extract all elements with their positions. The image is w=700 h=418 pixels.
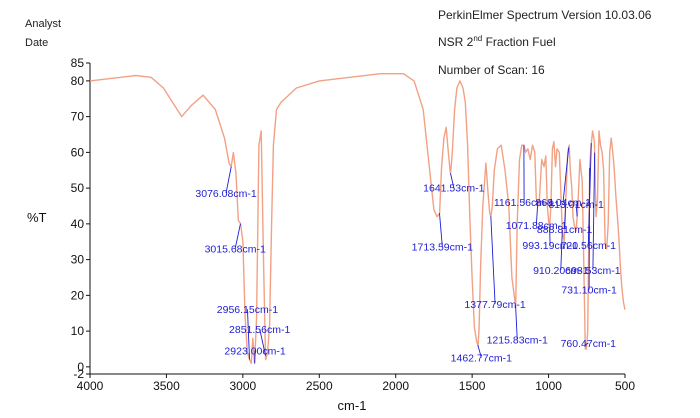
peak-label: 993.19cm-1 bbox=[522, 240, 578, 252]
peak-label: 760.47cm-1 bbox=[561, 338, 617, 350]
peak-label: 868.04cm-1 bbox=[535, 197, 591, 209]
peak-label: 698.53cm-1 bbox=[565, 265, 621, 277]
peak-leader-line bbox=[564, 205, 567, 229]
peak-label: 2956.15cm-1 bbox=[217, 304, 278, 316]
y-tick-label: 50 bbox=[71, 181, 85, 195]
peak-label: 3076.08cm-1 bbox=[195, 188, 256, 200]
peak-label: 1462.77cm-1 bbox=[451, 352, 512, 364]
y-tick-label: 70 bbox=[71, 110, 85, 124]
peak-label: 1215.83cm-1 bbox=[487, 335, 548, 347]
y-tick-label: 40 bbox=[71, 217, 85, 231]
x-tick-label: 3500 bbox=[153, 379, 180, 393]
sample-name: NSR 2nd Fraction Fuel bbox=[438, 34, 556, 49]
peak-leader-line bbox=[584, 342, 589, 346]
x-tick-label: 1000 bbox=[535, 379, 562, 393]
y-tick-label: 0 bbox=[77, 360, 84, 374]
peak-leader-line bbox=[439, 213, 443, 247]
software-version: PerkinElmer Spectrum Version 10.03.06 bbox=[438, 8, 652, 22]
peak-leader-line bbox=[477, 344, 482, 358]
sample-name-sup: nd bbox=[473, 34, 483, 43]
x-tick-label: 500 bbox=[615, 379, 635, 393]
y-tick-label: 80 bbox=[71, 74, 85, 88]
peak-leader-line bbox=[234, 223, 241, 249]
peak-label: 888.81cm-1 bbox=[537, 224, 593, 236]
peak-label: 2851.56cm-1 bbox=[229, 324, 290, 336]
x-axis-label: cm-1 bbox=[338, 398, 367, 413]
y-tick-label: 60 bbox=[71, 145, 85, 159]
peak-label: 2923.00cm-1 bbox=[224, 345, 285, 357]
peak-label: 1377.79cm-1 bbox=[464, 299, 525, 311]
peak-label: 1641.53cm-1 bbox=[423, 183, 484, 195]
analyst-label: Analyst bbox=[25, 18, 62, 30]
peak-leader-line bbox=[259, 328, 266, 356]
peak-label: 1071.88cm-1 bbox=[506, 220, 567, 232]
peak-leader-line bbox=[562, 147, 570, 203]
y-axis-label: %T bbox=[27, 210, 47, 225]
scan-count: Number of Scan: 16 bbox=[438, 63, 545, 77]
x-tick-label: 2000 bbox=[382, 379, 409, 393]
peak-leader-line bbox=[575, 203, 578, 217]
peak-leader-line bbox=[535, 205, 539, 226]
y-tick-label: -2 bbox=[73, 367, 84, 381]
sample-name-prefix: NSR 2 bbox=[438, 35, 474, 49]
peak-label: 731.10cm-1 bbox=[561, 285, 617, 297]
axis-frame bbox=[89, 63, 625, 375]
x-tick-label: 2500 bbox=[306, 379, 333, 393]
chart-axes: 4000 3500 3000 2500 2000 1500 1000 500 -20 10 20 30… bbox=[71, 56, 636, 393]
peak-leader-line bbox=[515, 305, 518, 340]
peak-label: 910.20cm-1 bbox=[533, 265, 589, 277]
peak-annotations: 3076.08cm-1 3015.68cm-1 2956.15cm-1 2851.56… bbox=[195, 143, 621, 364]
date-label: Date bbox=[25, 37, 49, 49]
spectrum-trace bbox=[89, 73, 626, 364]
peak-leader-line bbox=[588, 167, 591, 290]
x-tick-label: 3000 bbox=[230, 379, 257, 393]
peak-leader-line bbox=[225, 166, 232, 194]
peak-label: 3015.68cm-1 bbox=[205, 243, 266, 255]
peak-label: 1161.56cm-1 bbox=[494, 197, 555, 209]
y-tick-label: 20 bbox=[71, 288, 85, 302]
peak-leader-line bbox=[560, 230, 563, 270]
peak-label: 813.01cm-1 bbox=[548, 199, 604, 211]
sample-name-suffix: Fraction Fuel bbox=[482, 35, 556, 49]
x-tick-label: 1500 bbox=[459, 379, 486, 393]
x-tick-label: 4000 bbox=[77, 379, 104, 393]
peak-label: 1713.59cm-1 bbox=[412, 242, 473, 254]
peak-leader-line bbox=[592, 152, 596, 270]
y-tick-label: 10 bbox=[71, 324, 85, 338]
peak-label: 720.56cm-1 bbox=[561, 240, 617, 252]
peak-leader-line bbox=[450, 173, 455, 188]
y-tick-label: 30 bbox=[71, 253, 85, 267]
peak-leader-line bbox=[490, 216, 496, 304]
y-tick-label: 85 bbox=[71, 56, 85, 70]
peak-leader-line bbox=[246, 309, 251, 360]
spectrum-line bbox=[89, 73, 626, 364]
